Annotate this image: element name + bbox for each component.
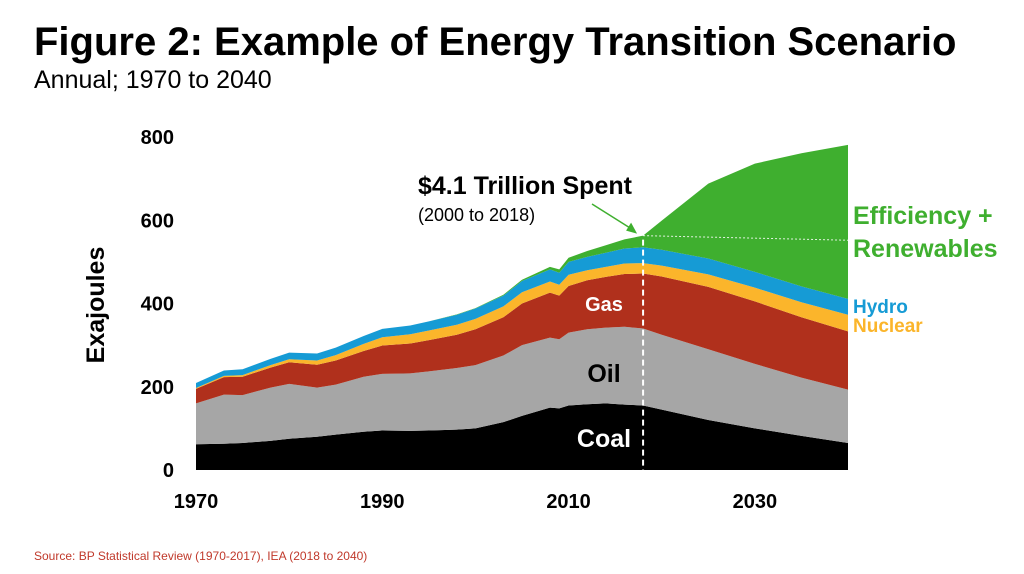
x-tick-label: 2010: [546, 491, 591, 513]
y-tick-label: 600: [141, 210, 174, 232]
series-label-hydro: Hydro: [853, 297, 908, 318]
chart-title: Figure 2: Example of Energy Transition S…: [34, 20, 957, 64]
y-axis-ticks: 0 200 400 600 800: [141, 127, 174, 482]
stacked-areas: [196, 144, 848, 470]
x-tick-label: 1990: [360, 491, 405, 513]
y-axis-label: Exajoules: [82, 247, 110, 364]
annotation-detail: (2000 to 2018): [418, 205, 535, 225]
series-label-nuclear: Nuclear: [853, 316, 923, 337]
chart-subtitle: Annual; 1970 to 2040: [34, 66, 272, 94]
x-tick-label: 1970: [174, 491, 219, 513]
area-coal: [196, 403, 848, 470]
y-tick-label: 200: [141, 377, 174, 399]
annotation-arrow-shaft: [591, 203, 632, 230]
area-oil: [196, 326, 848, 445]
y-tick-label: 400: [141, 294, 174, 316]
series-label-coal: Coal: [577, 425, 631, 453]
y-tick-label: 0: [163, 460, 174, 482]
series-label-oil: Oil: [587, 360, 620, 388]
annotation-headline: $4.1 Trillion Spent: [418, 172, 633, 200]
annotation-arrow: [591, 203, 638, 234]
y-tick-label: 800: [141, 127, 174, 149]
annotation-arrow-head: [626, 222, 638, 234]
series-label-renewables: Renewables: [853, 235, 998, 263]
series-label-gas: Gas: [585, 294, 623, 316]
series-label-efficiency: Efficiency +: [853, 202, 993, 230]
area-efficiency-renewables: [196, 144, 848, 384]
source-note: Source: BP Statistical Review (1970-2017…: [34, 549, 368, 563]
x-axis-ticks: 1970 1990 2010 2030: [174, 491, 777, 513]
area-gas: [196, 273, 848, 404]
x-tick-label: 2030: [733, 491, 778, 513]
